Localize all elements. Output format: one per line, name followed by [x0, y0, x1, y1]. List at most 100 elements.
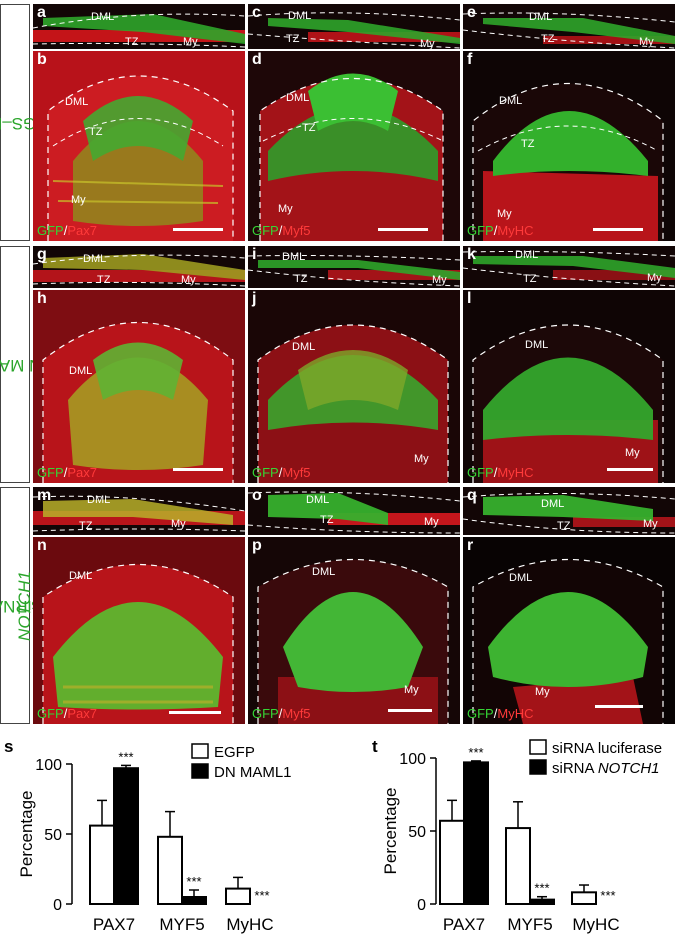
legend-label-italic: NOTCH1: [598, 760, 660, 777]
label-tz: TZ: [125, 36, 139, 48]
label-tz: TZ: [79, 520, 93, 532]
label-my: My: [171, 518, 186, 530]
label-my: My: [639, 36, 654, 48]
panel-d: d DML TZ My GFP/Myf5: [248, 51, 460, 241]
panel-letter: r: [467, 537, 474, 554]
panel-letter: d: [252, 51, 262, 68]
strip-image: [248, 255, 460, 287]
panel-j: j DML My GFP/Myf5: [248, 290, 460, 483]
stain-legend: GFP/Myf5: [252, 465, 311, 480]
stain-legend: GFP/Pax7: [37, 465, 97, 480]
chart-t: 0 50 100 Percentage *** PAX7 *** MYF5 *** MyHC siR…: [368, 736, 685, 939]
bar: [505, 827, 531, 905]
label-dml: DML: [499, 95, 523, 107]
micrograph: [463, 290, 675, 483]
legend-label: siRNA NOTCH1: [552, 760, 660, 777]
label-my: My: [535, 686, 550, 698]
panel-letter: j: [252, 290, 257, 307]
label-tz: TZ: [320, 514, 334, 526]
stain-legend: GFP/MyHC: [467, 706, 534, 721]
legend-swatch: [191, 763, 209, 779]
label-my: My: [625, 447, 640, 459]
panel-letter: g: [37, 246, 47, 263]
strip-image: [33, 254, 245, 287]
scale-bar: [595, 705, 643, 708]
strip-image: [33, 495, 245, 532]
label-dml: DML: [292, 341, 316, 353]
label-dml: DML: [69, 365, 93, 377]
panel-n: n DML GFP/Pax7: [33, 537, 245, 724]
panel-letter: q: [467, 487, 477, 504]
bar: [463, 761, 489, 905]
y-tick-label: 50: [408, 824, 426, 841]
strip-image: [248, 12, 460, 49]
panel-k: k DML TZ My: [463, 246, 675, 288]
panel-letter: b: [37, 51, 47, 68]
label-tz: TZ: [97, 274, 111, 286]
x-tick-label: MYF5: [507, 915, 552, 934]
panel-e: e DML TZ My: [463, 4, 675, 49]
label-dml: DML: [541, 498, 565, 510]
stain-legend: GFP/Pax7: [37, 706, 97, 721]
strip-image: [463, 12, 675, 49]
panel-letter: o: [252, 487, 262, 504]
label-tz: TZ: [557, 520, 571, 532]
bar: [113, 767, 139, 906]
label-tz: TZ: [523, 273, 537, 285]
label-tz: TZ: [302, 122, 316, 134]
y-axis-label: Percentage: [17, 791, 36, 878]
panel-letter: a: [37, 4, 46, 21]
scale-bar: [378, 228, 428, 231]
stain-legend: GFP/Pax7: [37, 223, 97, 238]
significance-label: ***: [186, 874, 201, 889]
micrograph: [248, 290, 460, 483]
row-label-sirna: siRNA NOTCH1: [0, 487, 40, 724]
panel-h: h DML GFP/Pax7: [33, 290, 245, 483]
legend-label: EGFP: [214, 744, 255, 761]
label-my: My: [414, 453, 429, 465]
label-dml: DML: [529, 11, 553, 23]
panel-letter: l: [467, 290, 472, 307]
label-dml: DML: [288, 10, 312, 22]
micrograph: [248, 51, 460, 241]
legend-swatch: [191, 743, 209, 759]
panel-letter: i: [252, 246, 257, 263]
label-dml: DML: [525, 339, 549, 351]
x-tick-label: MyHC: [572, 915, 619, 934]
label-my: My: [420, 38, 435, 50]
chart-t-svg: 0 50 100 Percentage *** PAX7 *** MYF5 *** MyHC siR…: [381, 739, 662, 934]
scale-bar: [173, 468, 223, 471]
label-my: My: [647, 272, 662, 284]
panel-r: r DML My GFP/MyHC: [463, 537, 675, 724]
label-dml: DML: [509, 572, 533, 584]
label-dml: DML: [312, 566, 336, 578]
panel-letter: n: [37, 537, 47, 554]
strip-image: [248, 491, 460, 534]
strip-image: [463, 492, 675, 534]
panel-letter: e: [467, 4, 476, 21]
label-dml: DML: [306, 494, 330, 506]
legend-label-text: DN MAML1: [214, 764, 292, 781]
y-tick-label: 100: [399, 751, 426, 768]
y-tick-label: 100: [35, 757, 62, 774]
chart-s-svg: 0 50 100 Percentage *** PAX7 *** MYF5 *** MyHC EGF…: [17, 743, 292, 934]
scale-bar: [607, 468, 653, 471]
panel-o: o DML TZ My: [248, 487, 460, 535]
label-tz: TZ: [286, 33, 300, 45]
scale-bar: [169, 711, 221, 714]
label-my: My: [424, 516, 439, 528]
scale-bar: [593, 228, 643, 231]
panel-b: b DML TZ My GFP/Pax7: [33, 51, 245, 241]
row-label-dn-maml1: CAGGS-DN MAML1–EGFP: [0, 246, 120, 483]
stain-legend: GFP/Myf5: [252, 223, 311, 238]
label-tz: TZ: [294, 273, 308, 285]
bar: [157, 835, 183, 905]
panel-p: p DML My GFP/Myf5: [248, 537, 460, 724]
bar: [89, 824, 115, 905]
label-tz: TZ: [521, 138, 535, 150]
x-tick-label: PAX7: [443, 915, 485, 934]
significance-label: ***: [600, 888, 615, 903]
legend-swatch: [529, 759, 547, 775]
stain-legend: GFP/Myf5: [252, 706, 311, 721]
